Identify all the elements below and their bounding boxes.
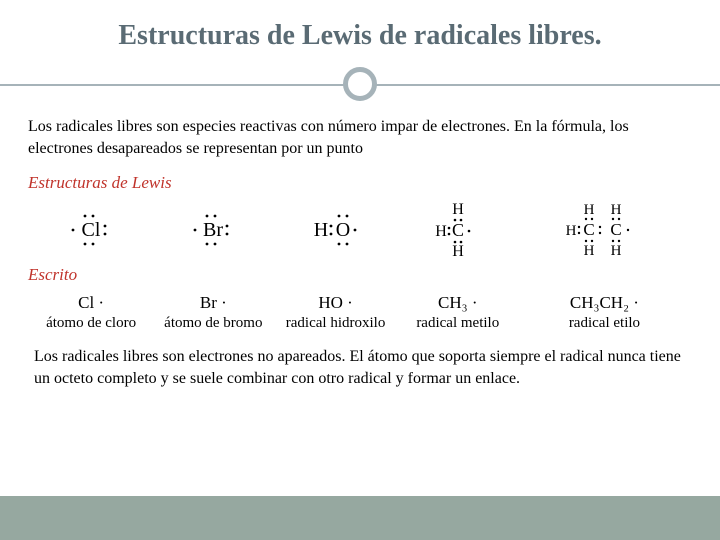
- written-ch3: CH₃ ·: [397, 293, 519, 313]
- lewis-ho: H O: [274, 208, 396, 252]
- names-row: átomo de cloro átomo de bromo radical hi…: [28, 315, 692, 332]
- lewis-cl: Cl: [30, 208, 152, 252]
- svg-text:C: C: [584, 220, 595, 239]
- svg-text:Cl: Cl: [82, 219, 101, 241]
- divider-circle-icon: [343, 67, 377, 101]
- svg-text:Br: Br: [203, 219, 223, 241]
- name-ch3: radical metilo: [397, 315, 519, 332]
- lewis-ch3: H H C H: [397, 202, 519, 258]
- name-cl: átomo de cloro: [30, 315, 152, 332]
- svg-text:H: H: [452, 243, 464, 258]
- lewis-ch3ch2: H H H C C H H: [519, 202, 690, 258]
- svg-text:H: H: [435, 223, 447, 240]
- written-br: Br ·: [152, 293, 274, 313]
- svg-text:H: H: [584, 202, 595, 218]
- written-ch3ch2: CH₃CH₂ ·: [519, 293, 690, 313]
- divider: [28, 64, 692, 104]
- svg-text:C: C: [452, 220, 464, 240]
- lewis-br: Br: [152, 208, 274, 252]
- lewis-structures-row: Cl Br H O: [28, 201, 692, 259]
- written-ho: HO ·: [274, 293, 396, 313]
- svg-text:O: O: [335, 219, 349, 241]
- name-ch3ch2: radical etilo: [519, 315, 690, 332]
- written-cl: Cl ·: [30, 293, 152, 313]
- written-row: Cl · Br · HO · CH₃ · CH₃CH₂ ·: [28, 293, 692, 313]
- name-br: átomo de bromo: [152, 315, 274, 332]
- written-label: Escrito: [28, 265, 692, 285]
- page-title: Estructuras de Lewis de radicales libres…: [28, 20, 692, 52]
- outro-text: Los radicales libres son electrones no a…: [28, 346, 692, 389]
- footer-bar: [0, 496, 720, 540]
- svg-text:H: H: [313, 219, 327, 241]
- svg-text:H: H: [611, 202, 622, 218]
- lewis-label: Estructuras de Lewis: [28, 173, 692, 193]
- svg-text:H: H: [584, 243, 595, 258]
- svg-text:C: C: [611, 220, 622, 239]
- intro-text: Los radicales libres son especies reacti…: [28, 116, 692, 159]
- svg-text:H: H: [611, 243, 622, 258]
- slide: Estructuras de Lewis de radicales libres…: [0, 0, 720, 540]
- svg-text:H: H: [566, 223, 577, 239]
- svg-text:H: H: [452, 202, 464, 218]
- name-ho: radical hidroxilo: [274, 315, 396, 332]
